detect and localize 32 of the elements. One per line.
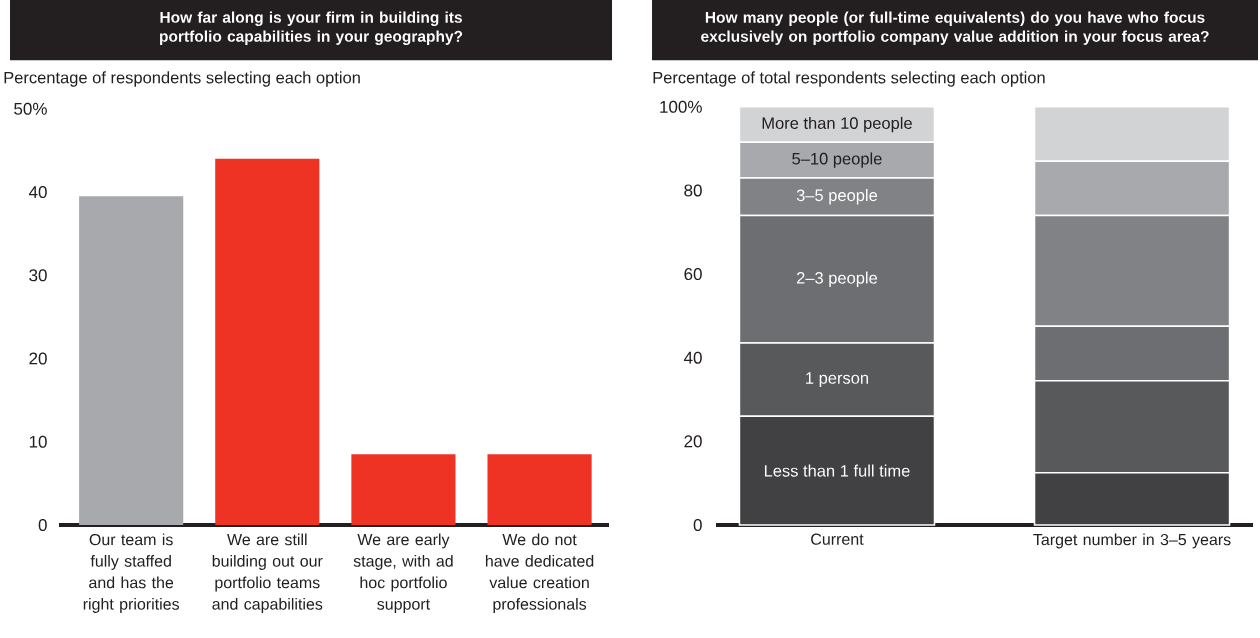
chart-title: How many people (or full-time equivalents) do you have who focus exclusively on portfolio company value addition in your focus area? (701, 11, 1209, 45)
y-tick-label: 60 (684, 268, 702, 281)
y-tick-label: 20 (684, 435, 702, 448)
y-axis-title: Percentage of respondents selecting each option (4, 71, 360, 87)
y-axis-title: Percentage of total respondents selecting each option (653, 71, 1045, 87)
x-tick-label: Current (811, 533, 864, 545)
y-tick-label: 40 (683, 351, 702, 364)
y-tick-label: 40 (28, 186, 47, 199)
chart-title: How far along is your firm in building its portfolio capabilities in your geography? (160, 11, 463, 45)
y-tick-label: 0 (38, 518, 47, 532)
series-label: More than 10 people (762, 116, 912, 133)
x-tick-label: Our team is fully staffed and has the right priorities (83, 533, 180, 613)
y-tick-label: 80 (684, 184, 702, 197)
y-tick-label: 10 (29, 435, 47, 448)
y-tick-label: 50% (14, 102, 47, 115)
series-label: 2–3 people (796, 271, 878, 287)
y-tick-label: 0 (693, 518, 702, 532)
x-tick-label: We do not have dedicated value creation professionals (485, 533, 594, 613)
x-tick-label: We are early stage, with ad hoc portfolio support (353, 533, 453, 613)
bar (351, 454, 456, 525)
y-tick-label: 30 (29, 269, 47, 282)
x-tick-label: Target number in 3–5 years (1033, 533, 1231, 549)
series-label: 5–10 people (792, 152, 882, 168)
y-tick-label: 100% (660, 100, 702, 113)
series-label: 3–5 people (796, 189, 878, 205)
y-tick-label: 20 (29, 352, 47, 365)
bar (215, 158, 320, 525)
series-label: Less than 1 full time (764, 464, 910, 477)
series-label: 1 person (806, 372, 868, 388)
bar (79, 196, 184, 525)
bar (487, 454, 592, 525)
x-tick-label: We are still building out our portfolio teams and capabilities (212, 533, 323, 613)
